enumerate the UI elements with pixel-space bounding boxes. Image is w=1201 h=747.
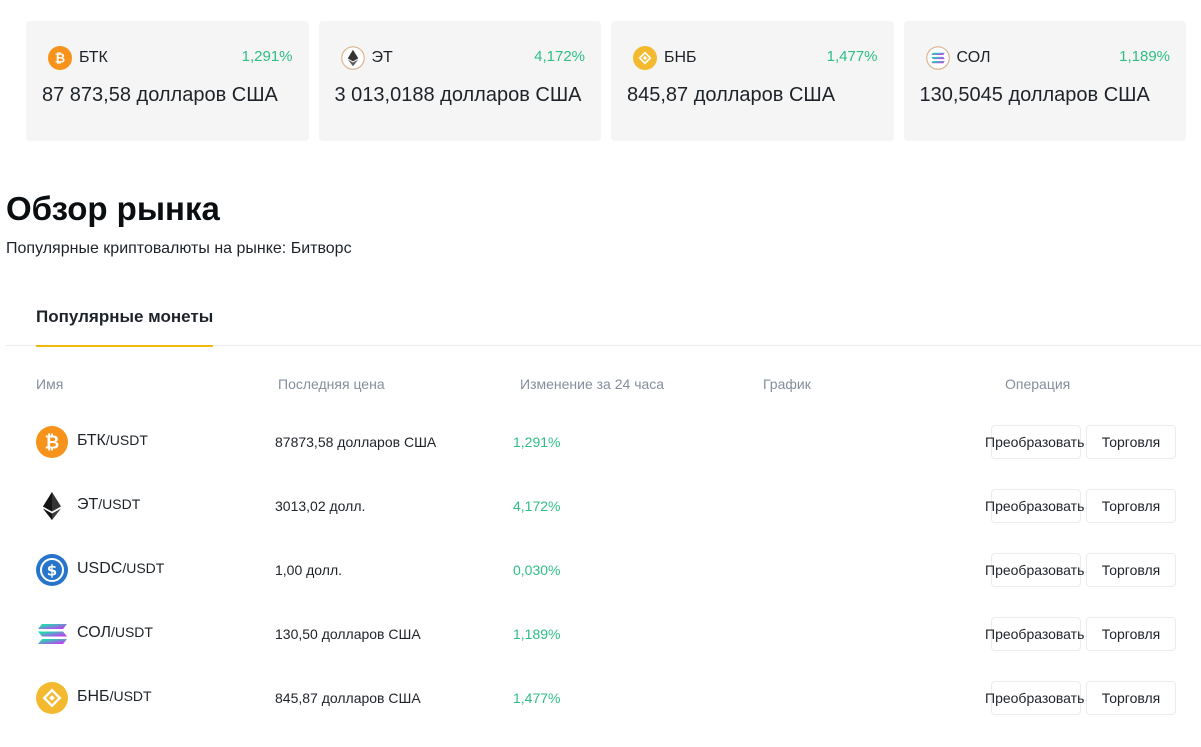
last-price: 87873,58 долларов США [275, 434, 437, 450]
convert-button[interactable]: Преобразовать [985, 425, 1084, 459]
table-row[interactable]: БНБ/USDT 845,87 долларов США 1,477% Прео… [0, 666, 1201, 730]
ticker-card-sol[interactable]: СОЛ 1,189% 130,5045 долларов США [903, 21, 1186, 141]
last-price: 130,50 долларов США [275, 626, 421, 642]
convert-button-label: Преобразовать [985, 434, 1085, 450]
ticker-price: 130,5045 долларов США [919, 84, 1150, 106]
convert-button[interactable]: Преобразовать [985, 681, 1084, 715]
trade-button[interactable]: Торговля [1086, 617, 1176, 651]
table-row[interactable]: ЭТ/USDT 3013,02 долл. 4,172% Преобразова… [0, 474, 1201, 538]
change-24h: 4,172% [513, 498, 561, 514]
solana-icon [36, 618, 68, 650]
ticker-price: 845,87 долларов США [627, 84, 836, 106]
pair-base: СОЛ [77, 624, 111, 641]
pair-base: USDC [77, 560, 123, 577]
column-header-operation: Операция [1005, 376, 1071, 392]
ticker-change: 1,291% [241, 48, 293, 65]
pair-base: ЭТ [77, 496, 99, 513]
convert-button[interactable]: Преобразовать [985, 489, 1084, 523]
ethereum-icon [36, 490, 68, 522]
ticker-symbol: БТК [79, 49, 108, 66]
ethereum-icon [340, 46, 365, 70]
column-header-name: Имя [36, 376, 64, 392]
last-price: 845,87 долларов США [275, 690, 421, 706]
usdc-icon: $ [36, 554, 68, 586]
trade-button[interactable]: Торговля [1086, 681, 1176, 715]
ticker-price: 87 873,58 долларов США [42, 84, 278, 106]
ticker-symbol: ЭТ [371, 49, 393, 66]
pair-quote: /USDT [109, 688, 152, 704]
ticker-symbol: СОЛ [956, 49, 991, 66]
ticker-head: СОЛ [925, 46, 991, 70]
trade-button[interactable]: Торговля [1086, 553, 1176, 587]
page-subtitle: Популярные криптовалюты на рынке: Битвор… [6, 240, 352, 257]
solana-icon [925, 46, 950, 70]
pair-name: СОЛ/USDT [77, 624, 153, 642]
table-row[interactable]: СОЛ/USDT 130,50 долларов США 1,189% Прео… [0, 602, 1201, 666]
convert-button-label: Преобразовать [985, 626, 1085, 642]
ticker-symbol: БНБ [664, 49, 697, 66]
convert-button[interactable]: Преобразовать [985, 617, 1084, 651]
table-row[interactable]: $ USDC/USDT 1,00 долл. 0,030% Преобразов… [0, 538, 1201, 602]
ticker-card-btc[interactable]: ₿ БТК 1,291% 87 873,58 долларов США [26, 21, 309, 141]
ticker-change: 1,189% [1119, 48, 1170, 65]
svg-text:₿: ₿ [55, 52, 65, 67]
table-row[interactable]: ₿ БТК/USDT 87873,58 долларов США 1,291% … [0, 410, 1201, 474]
convert-button-label: Преобразовать [985, 690, 1085, 706]
convert-button[interactable]: Преобразовать [985, 553, 1084, 587]
ticker-head: ЭТ [340, 46, 393, 70]
bnb-icon [633, 46, 657, 70]
change-24h: 1,189% [513, 626, 561, 642]
tab-bar: Популярные монеты [6, 300, 1201, 347]
convert-button-label: Преобразовать [985, 498, 1085, 514]
pair-name: ЭТ/USDT [77, 496, 140, 514]
column-header-price: Последняя цена [278, 376, 385, 392]
bitcoin-icon: ₿ [48, 46, 72, 70]
column-header-chart: График [763, 376, 811, 392]
tab-popular-coins[interactable]: Популярные монеты [36, 300, 214, 347]
table-header: Имя Последняя цена Изменение за 24 часа … [0, 376, 1201, 396]
bitcoin-icon: ₿ [36, 426, 68, 458]
change-24h: 1,291% [513, 434, 561, 450]
pair-quote: /USDT [98, 496, 141, 512]
column-header-change: Изменение за 24 часа [520, 376, 665, 392]
last-price: 1,00 долл. [275, 562, 343, 578]
ticker-price: 3 013,0188 долларов США [334, 84, 582, 106]
svg-text:₿: ₿ [45, 433, 60, 454]
pair-name: БТК/USDT [77, 432, 148, 450]
ticker-change: 1,477% [826, 48, 878, 65]
change-24h: 0,030% [513, 562, 561, 578]
ticker-card-eth[interactable]: ЭТ 4,172% 3 013,0188 долларов США [318, 21, 601, 141]
pair-name: БНБ/USDT [77, 688, 152, 706]
change-24h: 1,477% [513, 690, 561, 706]
pair-quote: /USDT [122, 560, 165, 576]
last-price: 3013,02 долл. [275, 498, 366, 514]
ticker-strip: ₿ БТК 1,291% 87 873,58 долларов США ЭТ 4… [26, 21, 1186, 141]
ticker-head: ₿ БТК [48, 46, 108, 70]
convert-button-label: Преобразовать [985, 562, 1085, 578]
pair-base: БНБ [77, 688, 110, 705]
pair-name: USDC/USDT [77, 560, 164, 578]
pair-quote: /USDT [105, 432, 148, 448]
ticker-card-bnb[interactable]: БНБ 1,477% 845,87 долларов США [611, 21, 894, 141]
svg-text:$: $ [47, 562, 57, 580]
trade-button[interactable]: Торговля [1086, 489, 1176, 523]
pair-base: БТК [77, 432, 106, 449]
page-title: Обзор рынка [6, 190, 220, 227]
trade-button[interactable]: Торговля [1086, 425, 1176, 459]
bnb-icon [36, 682, 68, 714]
ticker-head: БНБ [633, 46, 697, 70]
ticker-change: 4,172% [534, 48, 585, 65]
pair-quote: /USDT [110, 624, 153, 640]
coin-table: ₿ БТК/USDT 87873,58 долларов США 1,291% … [0, 410, 1201, 730]
